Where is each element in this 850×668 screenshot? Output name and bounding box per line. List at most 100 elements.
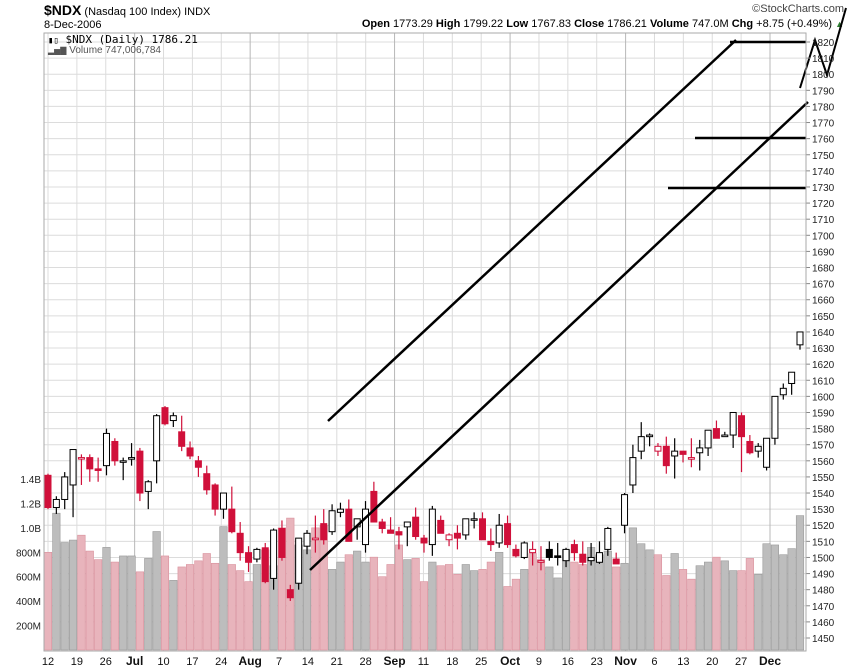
price-axis: 1450 1460 1470 1480 1490 1500 1510 1520 1530 1540… — [806, 38, 835, 645]
chart-date: 8-Dec-2006 — [44, 19, 102, 31]
open-value: 1773.29 — [393, 18, 433, 30]
svg-text:1580: 1580 — [812, 425, 835, 436]
svg-text:1720: 1720 — [812, 199, 835, 210]
svg-text:1650: 1650 — [812, 312, 835, 323]
svg-text:1460: 1460 — [812, 618, 835, 629]
svg-text:1610: 1610 — [812, 376, 835, 387]
svg-text:Aug: Aug — [238, 654, 261, 668]
svg-text:1780: 1780 — [812, 102, 835, 113]
svg-text:9: 9 — [536, 656, 542, 668]
svg-text:Jul: Jul — [126, 654, 143, 668]
volume-legend: ▂▅▇ Volume 747,006,784 — [48, 45, 161, 56]
svg-text:1730: 1730 — [812, 183, 835, 194]
svg-text:21: 21 — [331, 656, 343, 668]
candle-legend-icon: ▮▯ — [48, 36, 59, 46]
svg-text:1520: 1520 — [812, 521, 835, 532]
svg-text:1680: 1680 — [812, 264, 835, 275]
svg-text:1490: 1490 — [812, 570, 835, 581]
up-triangle-icon: ▲ — [835, 19, 844, 29]
svg-text:27: 27 — [735, 656, 747, 668]
svg-text:19: 19 — [71, 656, 83, 668]
volume-axis: 200M 400M 600M 800M 1.0B 1.2B 1.4B — [16, 475, 41, 633]
svg-text:Oct: Oct — [500, 654, 520, 668]
svg-text:1560: 1560 — [812, 457, 835, 468]
svg-text:17: 17 — [186, 656, 198, 668]
svg-text:1790: 1790 — [812, 86, 835, 97]
svg-text:1510: 1510 — [812, 537, 835, 548]
svg-text:14: 14 — [302, 656, 314, 668]
svg-text:11: 11 — [418, 656, 429, 668]
low-label: Low — [506, 18, 529, 30]
svg-text:13: 13 — [677, 656, 689, 668]
svg-text:1500: 1500 — [812, 553, 835, 564]
svg-text:600M: 600M — [16, 573, 41, 584]
svg-text:24: 24 — [215, 656, 227, 668]
chg-value: +8.75 (+0.49%) — [756, 18, 833, 30]
svg-text:10: 10 — [157, 656, 169, 668]
svg-text:400M: 400M — [16, 597, 41, 608]
volume-label: Volume — [649, 18, 689, 30]
svg-text:Sep: Sep — [384, 654, 406, 668]
svg-text:18: 18 — [446, 656, 458, 668]
copyright: ©StockCharts.com — [752, 3, 844, 15]
svg-text:1740: 1740 — [812, 167, 835, 178]
chart-title: $NDX (Nasdaq 100 Index) INDX — [44, 2, 210, 18]
price-legend: ▮▯ $NDX (Daily) 1786.21 — [48, 33, 198, 46]
svg-text:1570: 1570 — [812, 441, 835, 452]
svg-text:1700: 1700 — [812, 231, 835, 242]
svg-text:1710: 1710 — [812, 215, 835, 226]
svg-text:1530: 1530 — [812, 505, 835, 516]
volume-legend-text: Volume 747,006,784 — [69, 45, 161, 56]
price-legend-text: $NDX (Daily) 1786.21 — [65, 33, 198, 46]
svg-text:1800: 1800 — [812, 70, 835, 81]
svg-text:1.2B: 1.2B — [20, 499, 41, 510]
volume-legend-icon: ▂▅▇ — [48, 46, 67, 55]
trendlines — [309, 7, 847, 571]
date-axis: 12 19 26 Jul 10 17 24 Aug 7 14 21 28 Sep 11 18 25 Oct 9 16… — [42, 654, 781, 668]
svg-text:1640: 1640 — [812, 328, 835, 339]
svg-text:1660: 1660 — [812, 296, 835, 307]
svg-text:1630: 1630 — [812, 344, 835, 355]
volume-value: 747.0M — [691, 18, 729, 30]
svg-text:1540: 1540 — [812, 489, 835, 500]
svg-text:1.0B: 1.0B — [20, 524, 41, 535]
svg-text:6: 6 — [651, 656, 657, 668]
svg-text:16: 16 — [562, 656, 574, 668]
svg-text:7: 7 — [276, 656, 282, 668]
svg-text:1450: 1450 — [812, 634, 835, 645]
svg-text:1590: 1590 — [812, 408, 835, 419]
high-label: High — [435, 18, 461, 30]
index-name: (Nasdaq 100 Index) — [84, 6, 182, 18]
svg-text:1750: 1750 — [812, 151, 835, 162]
svg-text:Nov: Nov — [614, 654, 637, 668]
svg-text:1600: 1600 — [812, 392, 835, 403]
close-label: Close — [574, 18, 605, 30]
chg-label: Chg — [731, 18, 754, 30]
svg-text:1470: 1470 — [812, 602, 835, 613]
svg-text:1760: 1760 — [812, 135, 835, 146]
plot-border — [43, 32, 807, 652]
close-value: 1786.21 — [607, 18, 647, 30]
svg-text:1690: 1690 — [812, 247, 835, 258]
open-label: Open — [361, 18, 390, 30]
svg-text:28: 28 — [360, 656, 372, 668]
high-value: 1799.22 — [463, 18, 504, 30]
svg-text:23: 23 — [591, 656, 603, 668]
svg-text:25: 25 — [475, 656, 487, 668]
svg-text:200M: 200M — [16, 622, 41, 633]
svg-text:12: 12 — [42, 656, 54, 668]
svg-text:20: 20 — [706, 656, 718, 668]
symbol: $NDX — [44, 2, 82, 18]
svg-text:26: 26 — [100, 656, 112, 668]
svg-text:1770: 1770 — [812, 119, 835, 130]
svg-text:1820: 1820 — [812, 38, 835, 49]
svg-text:1480: 1480 — [812, 586, 835, 597]
volume-bars — [43, 512, 805, 651]
svg-text:800M: 800M — [16, 548, 41, 559]
price-stats: Open 1773.29 High 1799.22 Low 1767.83 Cl… — [362, 18, 844, 30]
svg-text:1.4B: 1.4B — [20, 475, 41, 486]
price-candles — [44, 331, 804, 601]
exchange: INDX — [184, 6, 211, 18]
svg-text:1620: 1620 — [812, 360, 835, 371]
